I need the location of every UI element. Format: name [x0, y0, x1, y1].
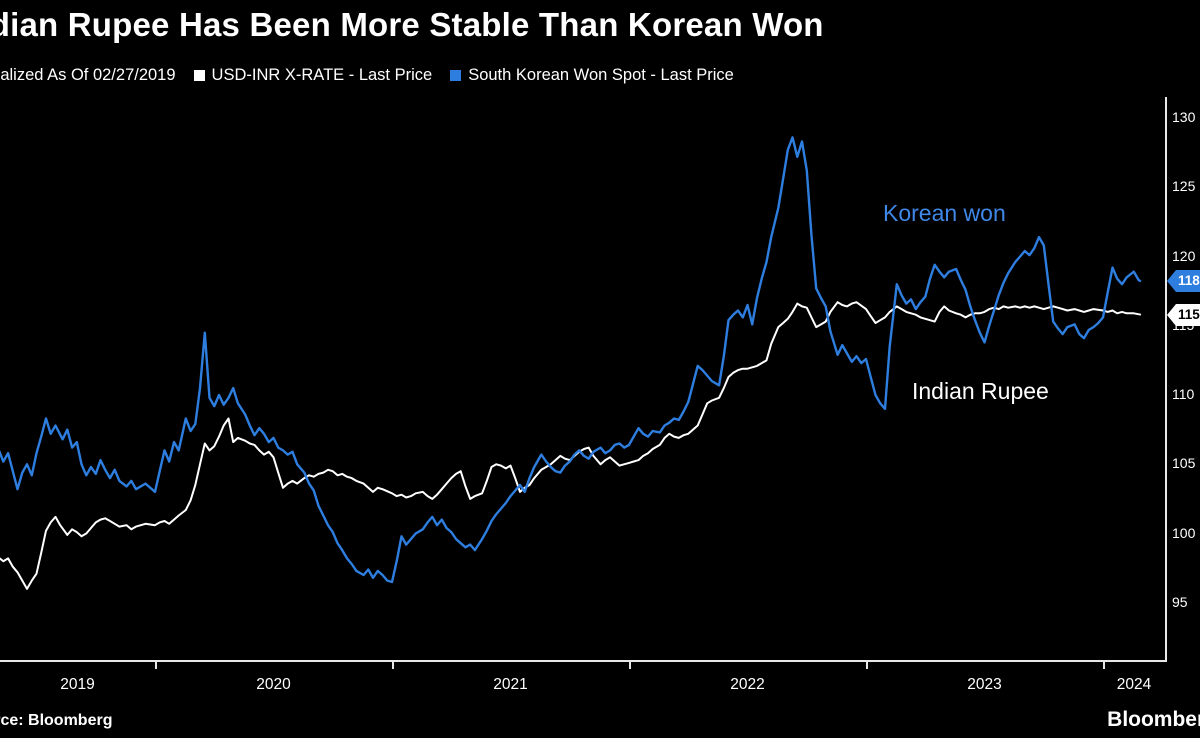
x-tick-label: 2024 — [1116, 676, 1152, 693]
x-tick-mark — [392, 662, 394, 669]
x-tick-label: 2021 — [493, 676, 528, 693]
y-axis-line — [1165, 97, 1167, 661]
white-series-swatch-icon — [193, 70, 205, 81]
legend-label-krw: South Korean Won Spot - Last Price — [468, 66, 734, 84]
x-tick-mark — [155, 662, 157, 669]
y-tick-label: 120 — [1172, 247, 1196, 264]
x-tick-label: 2020 — [256, 676, 291, 693]
source-credit: Source: Bloomberg — [0, 712, 113, 729]
y-tick-label: 110 — [1172, 386, 1195, 402]
x-tick-mark — [866, 662, 868, 669]
krw-last-price-badge: 118.20 — [1167, 270, 1200, 292]
y-tick-label: 95 — [1172, 593, 1188, 610]
inr-last-price-badge: 115.80 — [1167, 304, 1200, 326]
chart-legend: Normalized As Of 02/27/2019 USD-INR X-RA… — [0, 66, 734, 85]
x-tick-label: 2023 — [967, 676, 1002, 693]
indian-rupee-annotation: Indian Rupee — [912, 378, 1049, 404]
chart-title: Indian Rupee Has Been More Stable Than K… — [0, 6, 824, 43]
legend-item-usd-inr: USD-INR X-RATE - Last Price — [193, 66, 433, 85]
legend-label-usd-inr: USD-INR X-RATE - Last Price — [211, 66, 433, 84]
y-tick-label: 125 — [1172, 178, 1196, 195]
x-tick-mark — [629, 662, 631, 669]
korean-won-annotation: Korean won — [883, 200, 1006, 226]
legend-item-krw: South Korean Won Spot - Last Price — [450, 66, 734, 85]
blue-series-swatch-icon — [450, 70, 462, 81]
x-tick-label: 2019 — [60, 676, 95, 693]
legend-normalized-note: Normalized As Of 02/27/2019 — [0, 66, 176, 84]
x-tick-mark — [1103, 662, 1105, 669]
x-axis-line — [0, 660, 1167, 662]
y-tick-label: 100 — [1172, 524, 1196, 541]
x-tick-label: 2022 — [730, 676, 765, 693]
series-line-usd-inr — [0, 301, 1142, 590]
bloomberg-logo: Bloomberg — [1107, 708, 1200, 731]
y-tick-label: 130 — [1172, 109, 1196, 125]
y-tick-label: 105 — [1172, 455, 1196, 472]
